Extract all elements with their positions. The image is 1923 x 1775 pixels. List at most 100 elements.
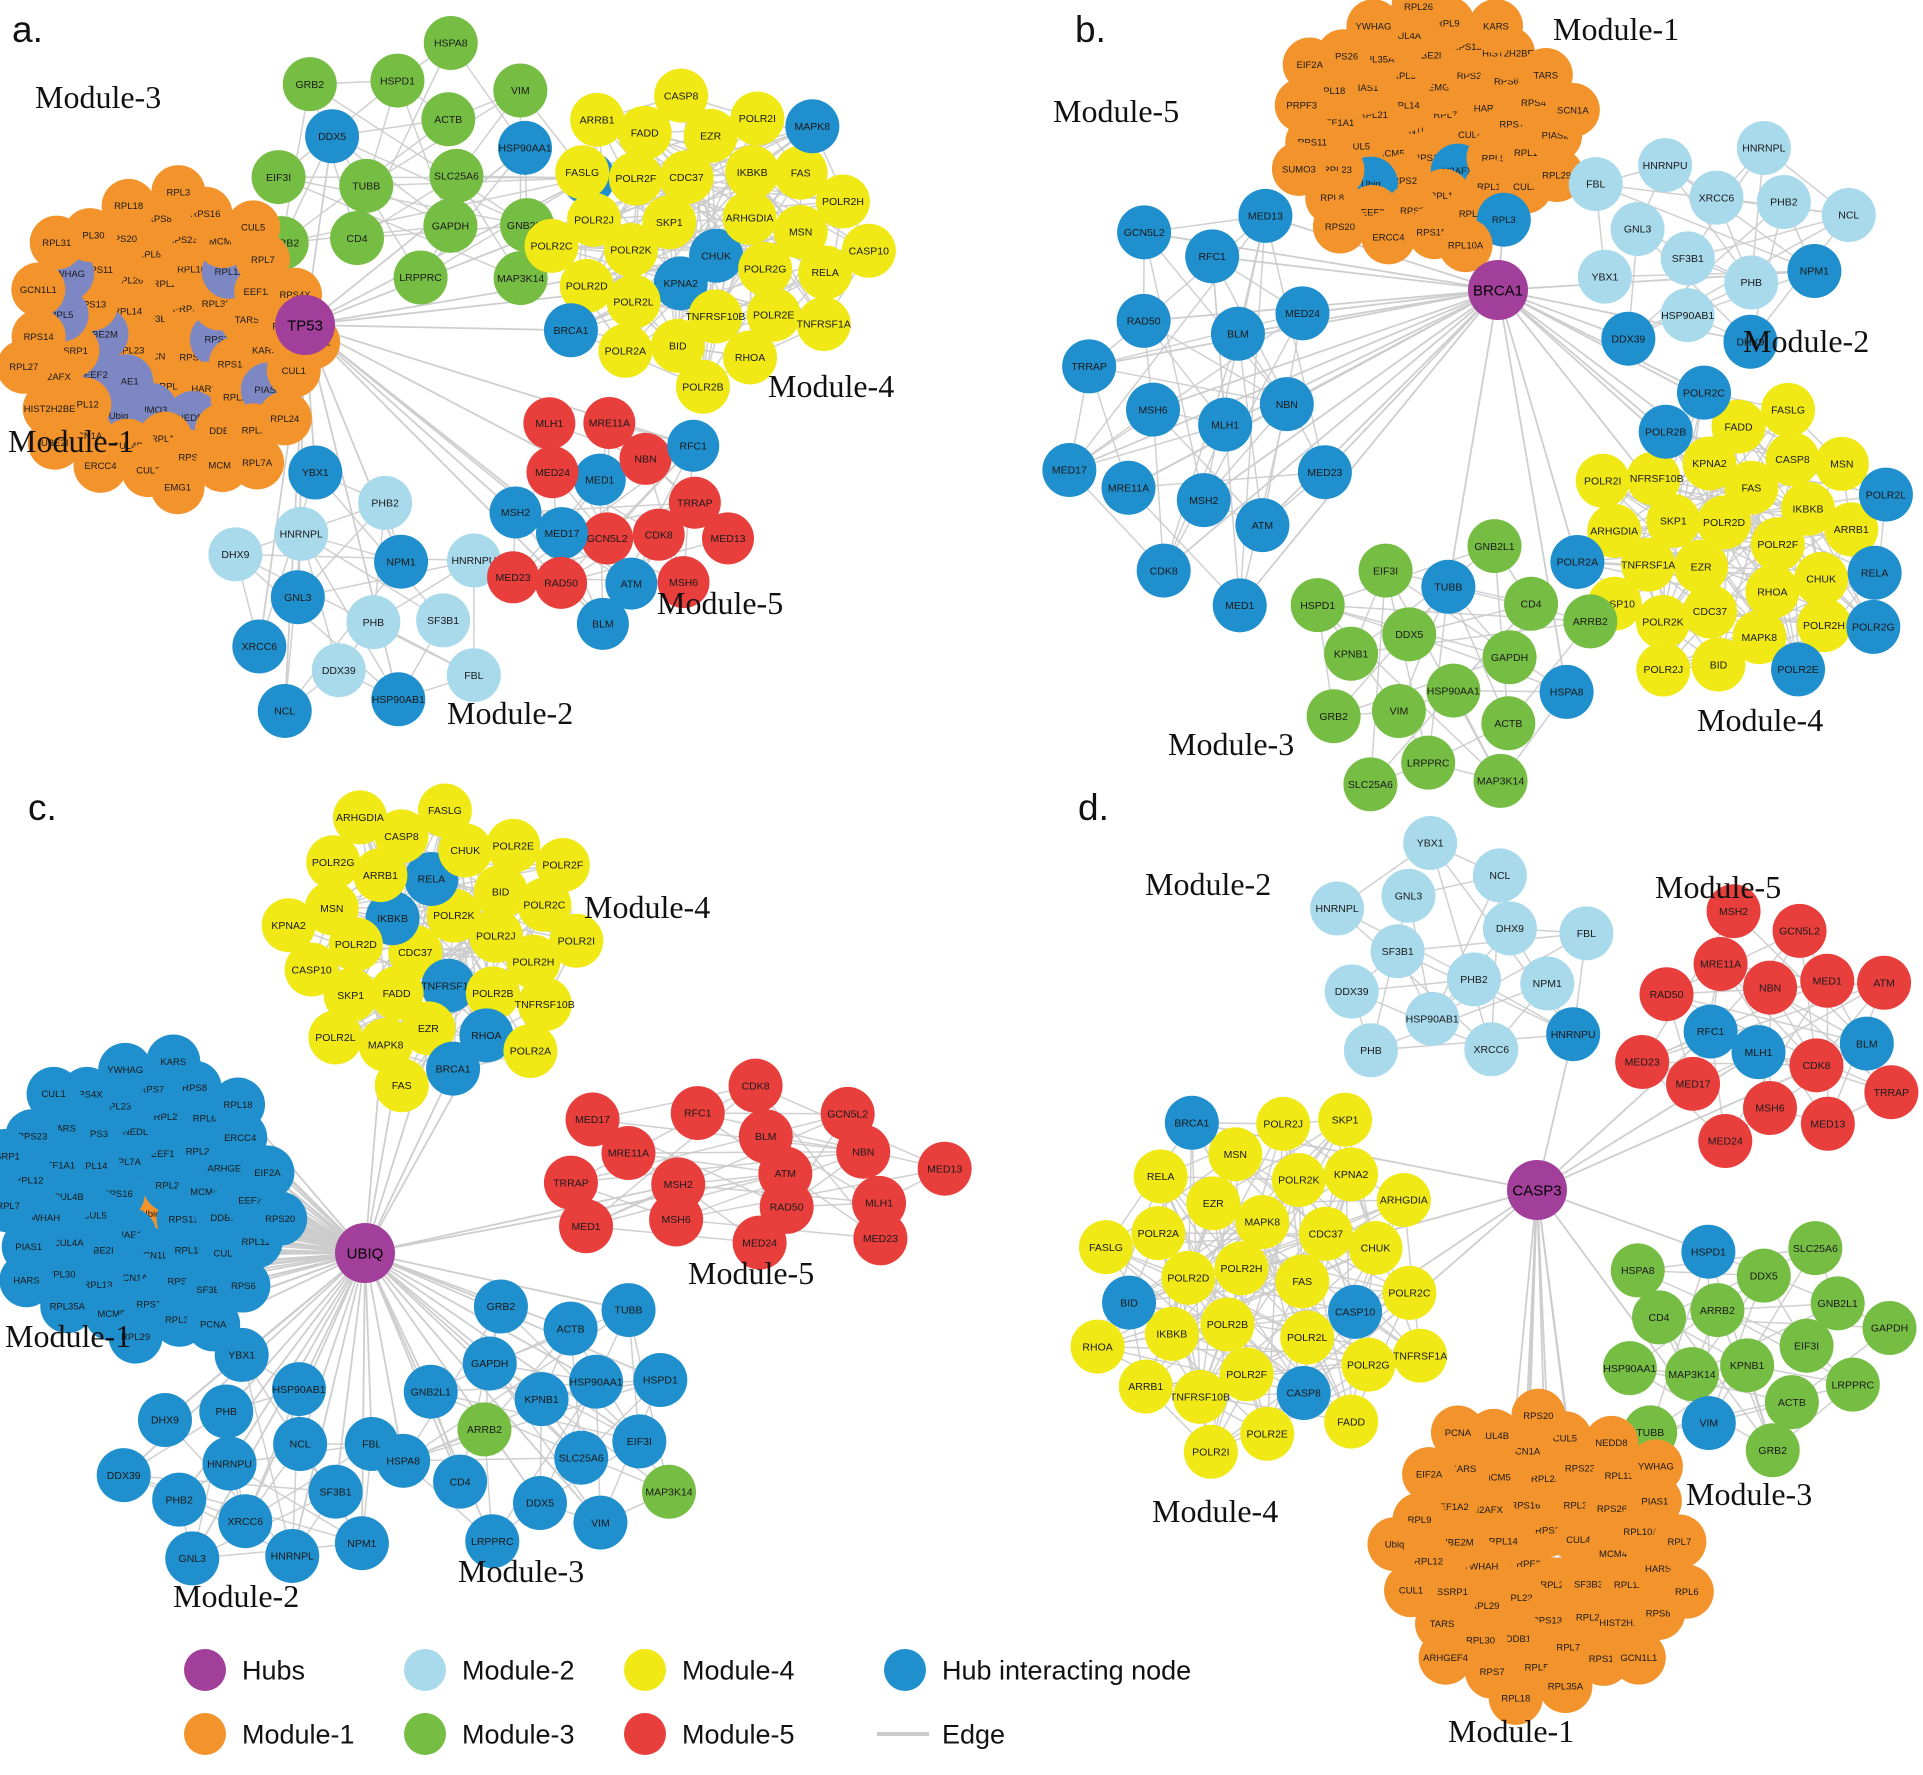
protein-node: SF3B1 [308, 1464, 363, 1519]
hub-edge [1536, 1030, 1712, 1191]
protein-node: MRE11A [583, 397, 636, 450]
legend-swatch [624, 1713, 666, 1755]
protein-node: GNB2L1 [1810, 1276, 1865, 1331]
protein-node: DHX9 [1482, 901, 1537, 956]
protein-node: GCN1L1 [11, 262, 66, 317]
module-label: Module-4 [1697, 702, 1823, 738]
protein-node: ARRB2 [1563, 594, 1618, 649]
protein-node: NPM1 [334, 1516, 389, 1571]
protein-node: HSP90AB1 [1405, 991, 1460, 1046]
protein-node: NBN [1259, 377, 1314, 432]
protein-node: MED17 [535, 507, 588, 560]
protein-node: SUMO3 [1271, 141, 1326, 196]
protein-node: ACTB [1481, 696, 1536, 751]
protein-node: DDX39 [96, 1448, 151, 1503]
protein-node: ARRB2 [457, 1402, 512, 1457]
edge [1333, 656, 1510, 717]
protein-node: FASLG [555, 145, 610, 200]
protein-node: FAS [374, 1058, 429, 1113]
protein-node: CDK8 [1136, 543, 1191, 598]
hub-edge [1497, 289, 1568, 693]
protein-node: POLR2B [675, 359, 730, 414]
protein-node: SF3B1 [1370, 924, 1425, 979]
protein-node: CD4 [1504, 576, 1559, 631]
hub-edge [1128, 289, 1499, 489]
protein-node: FADD [1324, 1394, 1379, 1449]
protein-node: POLR2E [1240, 1406, 1295, 1461]
protein-node: RPS20 [1511, 1388, 1566, 1443]
protein-node: HNRNPL [265, 1528, 320, 1583]
protein-node: VIM [573, 1495, 628, 1550]
protein-node: DDX5 [1382, 607, 1437, 662]
protein-node: BRCA1 [543, 303, 598, 358]
protein-node: ACTB [1764, 1375, 1819, 1430]
edge [1264, 215, 1326, 473]
protein-node: MED13 [702, 512, 755, 565]
protein-node: ARRB1 [570, 92, 625, 147]
protein-node: POLR2J [1256, 1096, 1311, 1151]
protein-node: MED1 [1212, 578, 1267, 633]
protein-node: LRPPRC [393, 250, 448, 305]
protein-node: MED17 [565, 1092, 620, 1147]
protein-node: NPM1 [1520, 956, 1575, 1011]
protein-node: MLH1 [1731, 1025, 1786, 1080]
edge [1385, 569, 1568, 693]
module-label: Module-4 [768, 368, 894, 404]
protein-node: MSH6 [649, 1192, 704, 1247]
hub-edge [304, 324, 571, 332]
module-label: Module-2 [1743, 323, 1869, 359]
protein-node: EIF2A [240, 1145, 295, 1200]
protein-node: TRRAP [1062, 339, 1117, 394]
protein-node: POLR2A [1131, 1206, 1186, 1261]
edge [592, 1118, 864, 1153]
protein-node: BRCA1 [1164, 1095, 1219, 1150]
protein-node: POLR2C [524, 218, 579, 273]
edge [1666, 993, 1868, 1045]
protein-node: CHUK [1348, 1220, 1403, 1275]
protein-node: GCN5L2 [820, 1086, 875, 1141]
edge [1128, 471, 1325, 489]
protein-node: VIM [1371, 683, 1426, 738]
hub-edge [1447, 289, 1499, 587]
protein-node: MLH1 [1198, 397, 1253, 452]
hub-edge [291, 1252, 366, 1557]
protein-node: GRB2 [473, 1279, 528, 1334]
protein-node: EZR [1674, 539, 1729, 594]
protein-node: POLR2L [606, 274, 661, 329]
protein-node: RPS20 [253, 1191, 308, 1246]
protein-node: MAP3K14 [1665, 1347, 1720, 1402]
module-label: Module-5 [1053, 93, 1179, 129]
protein-node: YWHAG [1628, 1439, 1683, 1494]
module-label: Module-5 [657, 585, 783, 621]
hub-edge [361, 1252, 366, 1544]
protein-node: PCNA [1430, 1405, 1485, 1460]
edge [1649, 1251, 1710, 1433]
protein-node: SLC25A6 [1343, 757, 1398, 812]
hub-edge [364, 1252, 373, 1445]
module-label: Module-5 [1655, 869, 1781, 905]
protein-node: MSH6 [1126, 382, 1181, 437]
protein-node: RPL35A [1538, 1659, 1593, 1714]
protein-node: CDC37 [1683, 584, 1738, 639]
edge [240, 1354, 293, 1557]
protein-node: KARS [1468, 0, 1523, 54]
protein-node: HNRNPU [1546, 1007, 1601, 1062]
edge [697, 1112, 945, 1170]
protein-node: POLR2C [1382, 1265, 1437, 1320]
protein-node: ARHGDIA [1376, 1173, 1431, 1228]
protein-node: EMG1 [150, 460, 205, 515]
protein-node: BID [1102, 1275, 1157, 1330]
protein-node: CUL5 [226, 200, 281, 255]
protein-node: POLR2I [730, 91, 785, 146]
protein-node: POLR2G [1341, 1337, 1396, 1392]
protein-node: CDK8 [728, 1058, 783, 1113]
protein-node: TNFRSF1A [1393, 1328, 1447, 1383]
module-label: Module-2 [1145, 866, 1271, 902]
hub-edge [228, 1252, 366, 1465]
protein-node: GCN1L1 [1611, 1630, 1666, 1685]
protein-node: RPL31 [29, 215, 84, 270]
protein-node: MED1 [559, 1199, 614, 1254]
module-label: Module-4 [584, 889, 710, 925]
hub-node: UBIQ [335, 1223, 395, 1283]
protein-node: CD4 [433, 1454, 488, 1509]
